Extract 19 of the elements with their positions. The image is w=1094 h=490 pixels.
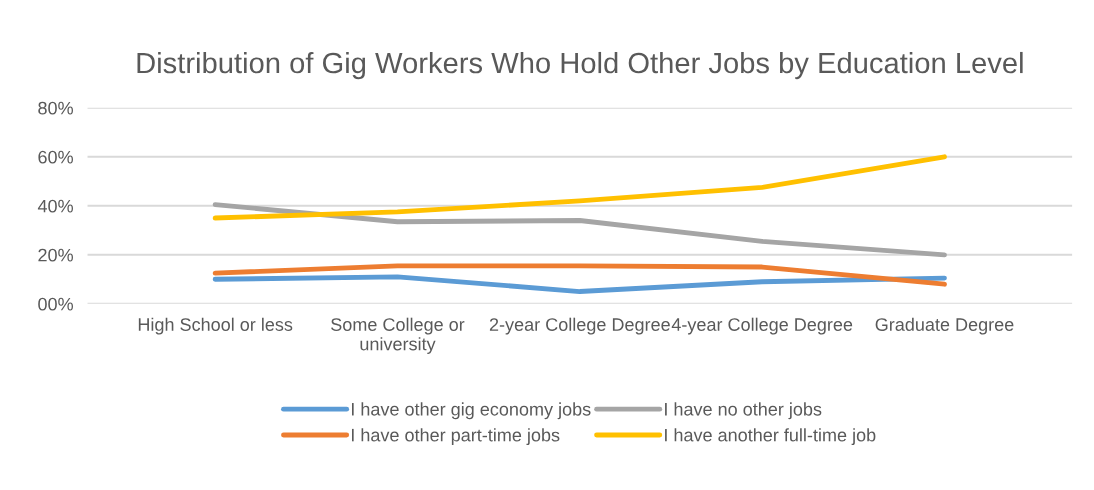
y-tick-label: 80% (38, 101, 73, 115)
legend-label: I have other part-time jobs (351, 428, 560, 446)
legend-label: I have another full-time job (665, 428, 876, 446)
x-tick-label: 2-year College Degree (489, 317, 670, 335)
line-series (212, 263, 947, 287)
line-series (212, 274, 947, 294)
x-tick-label: 4-year College Degree (671, 317, 853, 335)
y-tick-label: 00% (38, 297, 73, 311)
legend-label: I have other gig economy jobs (351, 402, 591, 420)
y-tick-label: 40% (37, 199, 73, 213)
chart-title: Distribution of Gig Workers Who Hold Other Jobs by Education Level (137, 51, 1023, 80)
y-tick-label: 60% (38, 150, 73, 164)
line-series (212, 154, 947, 221)
line-series (212, 202, 947, 258)
x-tick-label: High School or less (138, 317, 293, 335)
legend-label: I have no other jobs (665, 402, 822, 420)
x-tick-label: Graduate Degree (875, 317, 1014, 335)
y-tick-label: 20% (38, 248, 73, 262)
x-tick-label: Some College or university (331, 317, 465, 354)
